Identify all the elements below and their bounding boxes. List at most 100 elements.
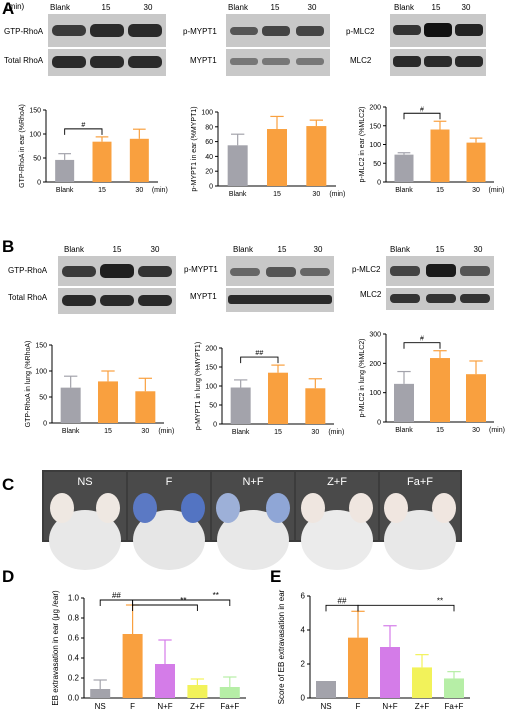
lane-label: Blank	[233, 245, 254, 254]
bar	[98, 381, 118, 423]
significance-label: #	[81, 122, 85, 129]
significance-bracket	[64, 128, 103, 135]
blot-band	[424, 56, 452, 67]
blot-band	[393, 25, 421, 35]
panel-letter-c: C	[2, 475, 14, 494]
significance-label: **	[437, 596, 443, 605]
chart-d-eb-extravasation: 0.0 0.2 0.4 0.6 0.8 1.0 EB extravasation in ea…	[51, 590, 246, 711]
x-tick-label: 15	[436, 427, 444, 434]
blot-row-label: MLC2	[360, 290, 382, 299]
blot-band	[90, 56, 124, 68]
lane-label: Blank	[64, 245, 85, 254]
y-tick-label: 150	[369, 123, 381, 130]
y-axis-label: p-MLC2 in lung (%MLC2)	[359, 339, 366, 418]
bar	[380, 647, 400, 698]
ear-f-right	[181, 493, 205, 523]
y-tick-label: 60	[205, 139, 213, 146]
significance-bracket	[403, 112, 441, 120]
photo-nf	[212, 472, 294, 570]
bar	[227, 145, 248, 186]
blot-band	[460, 294, 490, 303]
photo-ns	[44, 472, 126, 570]
lane-label: 15	[278, 245, 287, 254]
y-tick-label: 0.2	[68, 674, 80, 683]
photo-label: Z+F	[327, 476, 347, 488]
lane-label: 30	[308, 3, 317, 12]
lane-label: 30	[151, 245, 160, 254]
y-axis-label: EB extravasation in ear (μg /ear)	[51, 590, 60, 706]
y-tick-label: 80	[205, 124, 213, 131]
blot-row-label: p-MYPT1	[183, 27, 217, 36]
bar	[267, 129, 287, 186]
bar	[219, 687, 240, 698]
bar	[55, 159, 75, 182]
blot-row-label: MYPT1	[190, 56, 217, 65]
bar	[412, 667, 432, 698]
bar	[394, 154, 414, 182]
significance-label: **	[180, 596, 186, 605]
x-tick-label: 15	[436, 187, 444, 194]
blot-band	[52, 25, 86, 36]
blot-band	[228, 295, 332, 304]
x-tick-label: 30	[312, 191, 320, 198]
y-axis-label: p-MYPT1 in ear (%MYPT1)	[191, 106, 198, 191]
significance-bracket	[240, 356, 279, 364]
x-tick-label: N+F	[157, 702, 172, 711]
x-axis-unit: (min)	[158, 428, 174, 435]
panel-letter-e: E	[270, 567, 281, 586]
ear-faf-right	[432, 493, 456, 523]
y-tick-label: 50	[209, 403, 217, 410]
significance-label: ##	[255, 350, 263, 357]
bar	[305, 388, 326, 424]
blot-band	[393, 56, 421, 67]
x-tick-label: 30	[141, 428, 149, 435]
bar	[129, 138, 149, 182]
y-tick-label: 300	[369, 332, 381, 339]
x-tick-label: Z+F	[190, 702, 205, 711]
bar	[135, 391, 156, 423]
photo-label: F	[166, 476, 173, 488]
blot-band	[128, 24, 162, 37]
y-tick-label: 150	[29, 108, 41, 115]
lane-label: 30	[314, 245, 323, 254]
blot-b-mlc2: Blank 15 30 p-MLC2 MLC2	[352, 245, 494, 310]
bar	[466, 142, 486, 182]
x-tick-label: 30	[135, 187, 143, 194]
bar	[466, 374, 486, 422]
blot-band	[262, 58, 290, 65]
blot-b-rhoa: Blank 15 30 GTP-RhoA Total RhoA	[8, 245, 176, 314]
y-tick-label: 4	[301, 626, 306, 635]
bar	[348, 637, 368, 698]
bar	[394, 383, 414, 422]
blot-band	[128, 56, 162, 68]
x-tick-label: F	[130, 702, 135, 711]
blot-band	[424, 23, 452, 37]
x-tick-label: Blank	[62, 428, 80, 435]
lane-label: 15	[102, 3, 111, 12]
blot-band	[100, 295, 134, 306]
y-tick-label: 0	[301, 694, 306, 703]
bar	[306, 126, 327, 186]
ear-f-left	[133, 493, 157, 523]
y-tick-label: 0	[377, 420, 381, 427]
blot-band	[138, 295, 172, 306]
bar	[430, 358, 450, 422]
blot-band	[390, 294, 420, 303]
blot-band	[426, 264, 456, 277]
blot-band	[90, 24, 124, 37]
blot-band	[230, 58, 258, 65]
y-tick-label: 2	[301, 660, 306, 669]
photo-faf	[380, 472, 460, 570]
blot-b-mypt1: Blank 15 30 p-MYPT1 MYPT1	[184, 245, 334, 312]
x-tick-label: 15	[274, 429, 282, 436]
photo-label: N+F	[242, 476, 263, 488]
blot-band	[62, 266, 96, 277]
lane-label: 30	[474, 245, 483, 254]
significance-bracket	[132, 604, 198, 611]
ear-nf-right	[266, 493, 290, 523]
